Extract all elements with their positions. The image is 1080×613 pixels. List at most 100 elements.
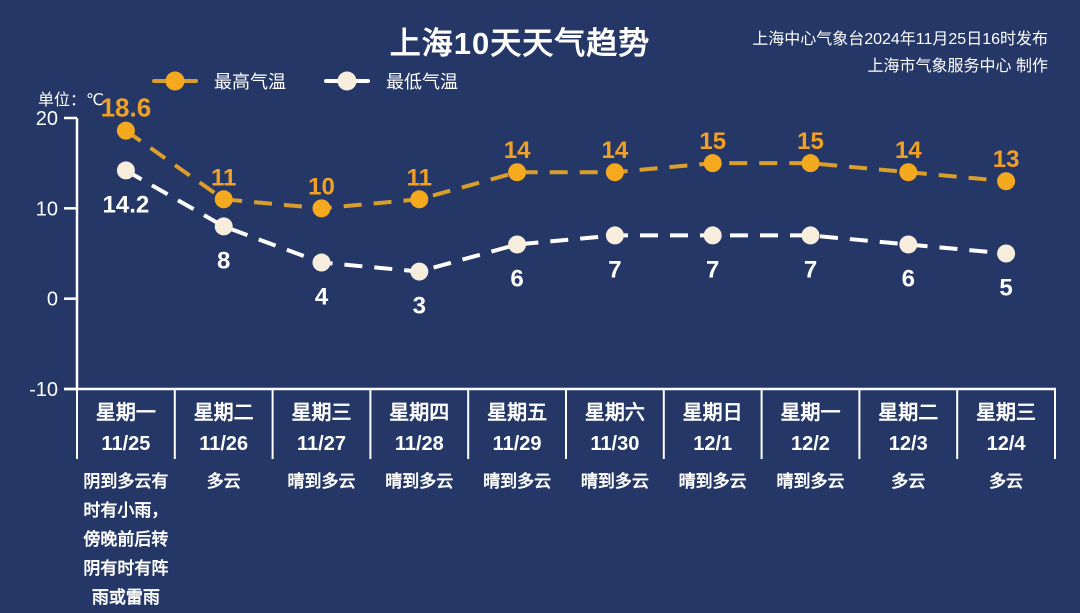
weekday-label: 星期五 bbox=[487, 402, 548, 424]
y-tick-label: -10 bbox=[29, 379, 58, 401]
weather-label: 多云 bbox=[891, 472, 926, 491]
high-temp-value-label: 11 bbox=[407, 164, 432, 191]
day-axis-table: 星期一 11/25 阴到多云有时有小雨，傍晚前后转阴有时有阵雨或雷雨 星期二 11/26… bbox=[77, 392, 1055, 612]
low-temp-value-label: 7 bbox=[608, 256, 621, 283]
weekday-label: 星期二 bbox=[878, 402, 939, 424]
day-column: 星期二 12/3 多云 bbox=[859, 392, 957, 612]
low-temp-value-label: 6 bbox=[902, 265, 915, 292]
date-label: 11/26 bbox=[199, 433, 249, 455]
high-temp-line-icon bbox=[152, 71, 198, 91]
legend: 最高气温 最低气温 bbox=[152, 68, 458, 94]
weekday-label: 星期三 bbox=[291, 402, 352, 424]
low-temp-value-label: 6 bbox=[510, 265, 523, 292]
day-column: 星期六 11/30 晴到多云 bbox=[566, 392, 664, 612]
weather-label: 晴到多云 bbox=[580, 472, 649, 491]
low-temp-point bbox=[605, 226, 624, 245]
date-label: 12/3 bbox=[888, 433, 928, 455]
high-temp-value-label: 10 bbox=[308, 173, 335, 200]
weekday-label: 星期三 bbox=[976, 402, 1037, 424]
high-temp-value-label: 18.6 bbox=[101, 93, 152, 123]
weekday-label: 星期一 bbox=[780, 402, 841, 424]
low-temp-point bbox=[508, 235, 527, 254]
low-temp-value-label: 7 bbox=[706, 256, 719, 283]
low-temp-point bbox=[997, 244, 1016, 263]
high-temp-dot-icon bbox=[165, 71, 185, 91]
weather-label: 晴到多云 bbox=[287, 472, 356, 491]
high-temp-value-label: 15 bbox=[699, 128, 726, 155]
high-temp-value-label: 14 bbox=[504, 137, 531, 164]
low-temp-point bbox=[703, 226, 722, 245]
weather-label: 晴到多云 bbox=[776, 472, 845, 491]
day-column: 星期三 11/27 晴到多云 bbox=[273, 392, 371, 612]
low-temp-dot-icon bbox=[337, 71, 357, 91]
date-label: 11/29 bbox=[492, 433, 542, 455]
legend-item-high-temp: 最高气温 bbox=[152, 68, 286, 94]
high-temp-value-label: 15 bbox=[797, 128, 824, 155]
high-temp-point bbox=[605, 163, 624, 182]
low-temp-point bbox=[214, 217, 233, 236]
low-temp-point bbox=[801, 226, 820, 245]
low-temp-value-label: 8 bbox=[217, 247, 230, 274]
date-label: 11/25 bbox=[101, 433, 151, 455]
high-temp-point bbox=[801, 154, 820, 173]
weekday-label: 星期二 bbox=[193, 402, 254, 424]
low-temp-point bbox=[899, 235, 918, 254]
weekday-label: 星期一 bbox=[95, 402, 156, 424]
weather-label: 阴到多云有时有小雨，傍晚前后转阴有时有阵雨或雷雨 bbox=[83, 472, 169, 607]
date-label: 12/1 bbox=[693, 433, 733, 455]
publisher-info: 上海中心气象台2024年11月25日16时发布 上海市气象服务中心 制作 bbox=[752, 26, 1048, 80]
day-column: 星期五 11/29 晴到多云 bbox=[468, 392, 566, 612]
high-temp-point bbox=[899, 163, 918, 182]
legend-label-low-temp: 最低气温 bbox=[386, 72, 458, 92]
low-temp-value-label: 5 bbox=[999, 275, 1012, 302]
high-temp-point bbox=[997, 172, 1016, 191]
low-temp-point bbox=[410, 262, 429, 281]
publisher-line-2: 上海市气象服务中心 制作 bbox=[867, 58, 1048, 75]
high-temp-line bbox=[124, 129, 1007, 211]
unit-label: 单位：℃ bbox=[38, 92, 104, 109]
low-temp-value-label: 7 bbox=[804, 256, 817, 283]
weekday-label: 星期四 bbox=[389, 402, 450, 424]
day-column: 星期二 11/26 多云 bbox=[175, 392, 273, 612]
day-column: 星期三 12/4 多云 bbox=[957, 392, 1055, 612]
y-tick-label: 0 bbox=[47, 289, 58, 311]
date-label: 11/27 bbox=[297, 433, 346, 455]
day-column: 星期日 12/1 晴到多云 bbox=[664, 392, 762, 612]
low-temp-point bbox=[116, 161, 135, 180]
high-temp-point bbox=[312, 199, 331, 218]
low-temp-line bbox=[124, 168, 1007, 274]
weather-label: 晴到多云 bbox=[385, 472, 454, 491]
high-temp-value-label: 13 bbox=[993, 146, 1020, 173]
high-temp-value-label: 14 bbox=[602, 137, 629, 164]
day-column: 星期一 11/25 阴到多云有时有小雨，傍晚前后转阴有时有阵雨或雷雨 bbox=[77, 392, 175, 612]
date-label: 12/4 bbox=[986, 433, 1026, 455]
day-column: 星期一 12/2 晴到多云 bbox=[762, 392, 860, 612]
weekday-label: 星期六 bbox=[584, 402, 645, 424]
y-tick-label: 10 bbox=[36, 198, 58, 220]
publisher-line-1: 上海中心气象台2024年11月25日16时发布 bbox=[752, 31, 1048, 48]
date-label: 11/30 bbox=[590, 433, 640, 455]
date-label: 11/28 bbox=[394, 433, 444, 455]
low-temp-value-label: 3 bbox=[413, 293, 426, 320]
high-temp-point bbox=[214, 190, 233, 209]
date-label: 12/2 bbox=[791, 433, 830, 455]
high-temp-value-label: 14 bbox=[895, 137, 922, 164]
weekday-label: 星期日 bbox=[682, 402, 743, 424]
y-tick-label: 20 bbox=[36, 108, 58, 130]
low-temp-line-icon bbox=[324, 71, 370, 91]
weather-label: 多云 bbox=[206, 472, 241, 491]
low-temp-value-label: 14.2 bbox=[103, 191, 150, 218]
day-column: 星期四 11/28 晴到多云 bbox=[370, 392, 468, 612]
high-temp-point bbox=[703, 154, 722, 173]
low-temp-point bbox=[312, 253, 331, 272]
legend-label-high-temp: 最高气温 bbox=[214, 72, 286, 92]
page-title: 上海10天天气趋势 bbox=[389, 26, 651, 61]
weather-label: 晴到多云 bbox=[483, 472, 552, 491]
legend-item-low-temp: 最低气温 bbox=[324, 68, 458, 94]
weather-label: 多云 bbox=[989, 472, 1024, 491]
high-temp-value-label: 11 bbox=[211, 164, 236, 191]
high-temp-point bbox=[410, 190, 429, 209]
high-temp-point bbox=[508, 163, 527, 182]
